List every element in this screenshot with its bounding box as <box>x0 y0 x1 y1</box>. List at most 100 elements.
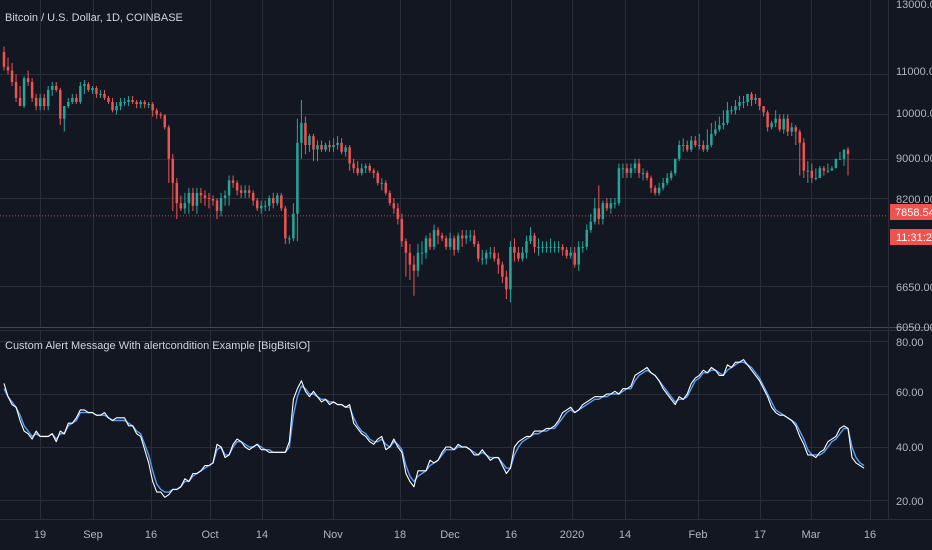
candle[interactable] <box>392 197 396 214</box>
candle[interactable] <box>404 238 408 277</box>
candle[interactable] <box>629 163 633 178</box>
candle[interactable] <box>533 232 536 253</box>
candle[interactable] <box>247 185 251 198</box>
candle[interactable] <box>714 120 717 137</box>
candle[interactable] <box>38 93 42 111</box>
candle[interactable] <box>653 185 657 196</box>
candle[interactable] <box>762 106 765 117</box>
candle[interactable] <box>195 187 199 214</box>
candle[interactable] <box>159 112 162 119</box>
candle[interactable] <box>364 163 367 174</box>
candle[interactable] <box>609 197 613 214</box>
candle[interactable] <box>14 74 18 103</box>
candle[interactable] <box>690 136 693 152</box>
candle[interactable] <box>203 190 207 206</box>
price-axis[interactable]: 13000.00 11000.00 10000.00 9000.00 8200.… <box>896 0 932 334</box>
candle[interactable] <box>477 241 480 262</box>
candle[interactable] <box>569 246 572 259</box>
candle[interactable] <box>292 203 295 242</box>
candle[interactable] <box>710 122 713 148</box>
price-candles[interactable] <box>0 46 888 303</box>
candle[interactable] <box>750 91 753 107</box>
candle[interactable] <box>34 93 38 111</box>
candle[interactable] <box>577 241 580 271</box>
candle[interactable] <box>272 192 275 209</box>
candle[interactable] <box>300 99 303 159</box>
candle[interactable] <box>738 95 741 111</box>
candle[interactable] <box>63 106 66 132</box>
candle[interactable] <box>545 241 548 253</box>
candle[interactable] <box>541 241 544 253</box>
candle[interactable] <box>814 168 818 181</box>
candle[interactable] <box>115 102 118 115</box>
candle[interactable] <box>219 192 223 217</box>
candle[interactable] <box>734 99 737 115</box>
candle[interactable] <box>87 82 90 92</box>
candle[interactable] <box>581 241 584 253</box>
candle[interactable] <box>436 227 440 245</box>
candle[interactable] <box>509 241 512 303</box>
candle[interactable] <box>517 246 520 262</box>
candle[interactable] <box>139 99 142 109</box>
candle[interactable] <box>497 252 500 274</box>
candle[interactable] <box>694 136 697 148</box>
candle[interactable] <box>55 82 58 92</box>
candle[interactable] <box>348 145 351 171</box>
candle[interactable] <box>231 175 235 188</box>
candle[interactable] <box>344 145 347 157</box>
candle[interactable] <box>91 85 94 94</box>
candle[interactable] <box>340 138 343 155</box>
candle[interactable] <box>199 187 203 204</box>
candle[interactable] <box>420 241 424 265</box>
candle[interactable] <box>778 114 781 132</box>
candle[interactable] <box>810 163 814 183</box>
candle[interactable] <box>259 200 263 214</box>
candle[interactable] <box>143 99 146 109</box>
candle[interactable] <box>818 165 822 178</box>
candle[interactable] <box>605 197 609 212</box>
candle[interactable] <box>167 125 171 183</box>
candle[interactable] <box>328 140 331 152</box>
candle[interactable] <box>806 161 810 183</box>
candle[interactable] <box>175 177 179 220</box>
candle[interactable] <box>263 200 267 212</box>
candle[interactable] <box>223 190 227 206</box>
candle[interactable] <box>440 232 444 242</box>
candle[interactable] <box>561 244 564 256</box>
candle[interactable] <box>846 147 850 176</box>
candle[interactable] <box>842 149 846 166</box>
candle[interactable] <box>661 177 665 191</box>
candle[interactable] <box>107 95 110 105</box>
candle[interactable] <box>565 246 568 259</box>
candle[interactable] <box>384 180 388 196</box>
candle[interactable] <box>493 246 496 262</box>
candle[interactable] <box>428 232 432 250</box>
candle[interactable] <box>718 116 721 132</box>
candle[interactable] <box>593 197 597 225</box>
candle[interactable] <box>10 63 14 86</box>
candle[interactable] <box>103 89 106 100</box>
candle[interactable] <box>368 163 371 174</box>
candle[interactable] <box>83 80 86 94</box>
candle[interactable] <box>553 241 556 253</box>
candle[interactable] <box>573 246 576 268</box>
candle[interactable] <box>677 140 681 162</box>
candle[interactable] <box>621 163 625 178</box>
candle[interactable] <box>372 168 375 178</box>
candle[interactable] <box>452 235 456 256</box>
candle[interactable] <box>147 102 150 109</box>
candle[interactable] <box>151 102 154 117</box>
candle[interactable] <box>774 110 777 128</box>
candle[interactable] <box>468 229 472 242</box>
candle[interactable] <box>135 99 138 109</box>
candle[interactable] <box>549 238 552 253</box>
candle[interactable] <box>460 229 464 247</box>
candle[interactable] <box>304 116 307 155</box>
candle[interactable] <box>585 224 589 250</box>
candle[interactable] <box>183 192 187 214</box>
candle[interactable] <box>22 76 26 109</box>
candle[interactable] <box>71 93 74 105</box>
candle[interactable] <box>235 180 239 196</box>
candle[interactable] <box>296 118 299 242</box>
candle[interactable] <box>26 70 30 86</box>
